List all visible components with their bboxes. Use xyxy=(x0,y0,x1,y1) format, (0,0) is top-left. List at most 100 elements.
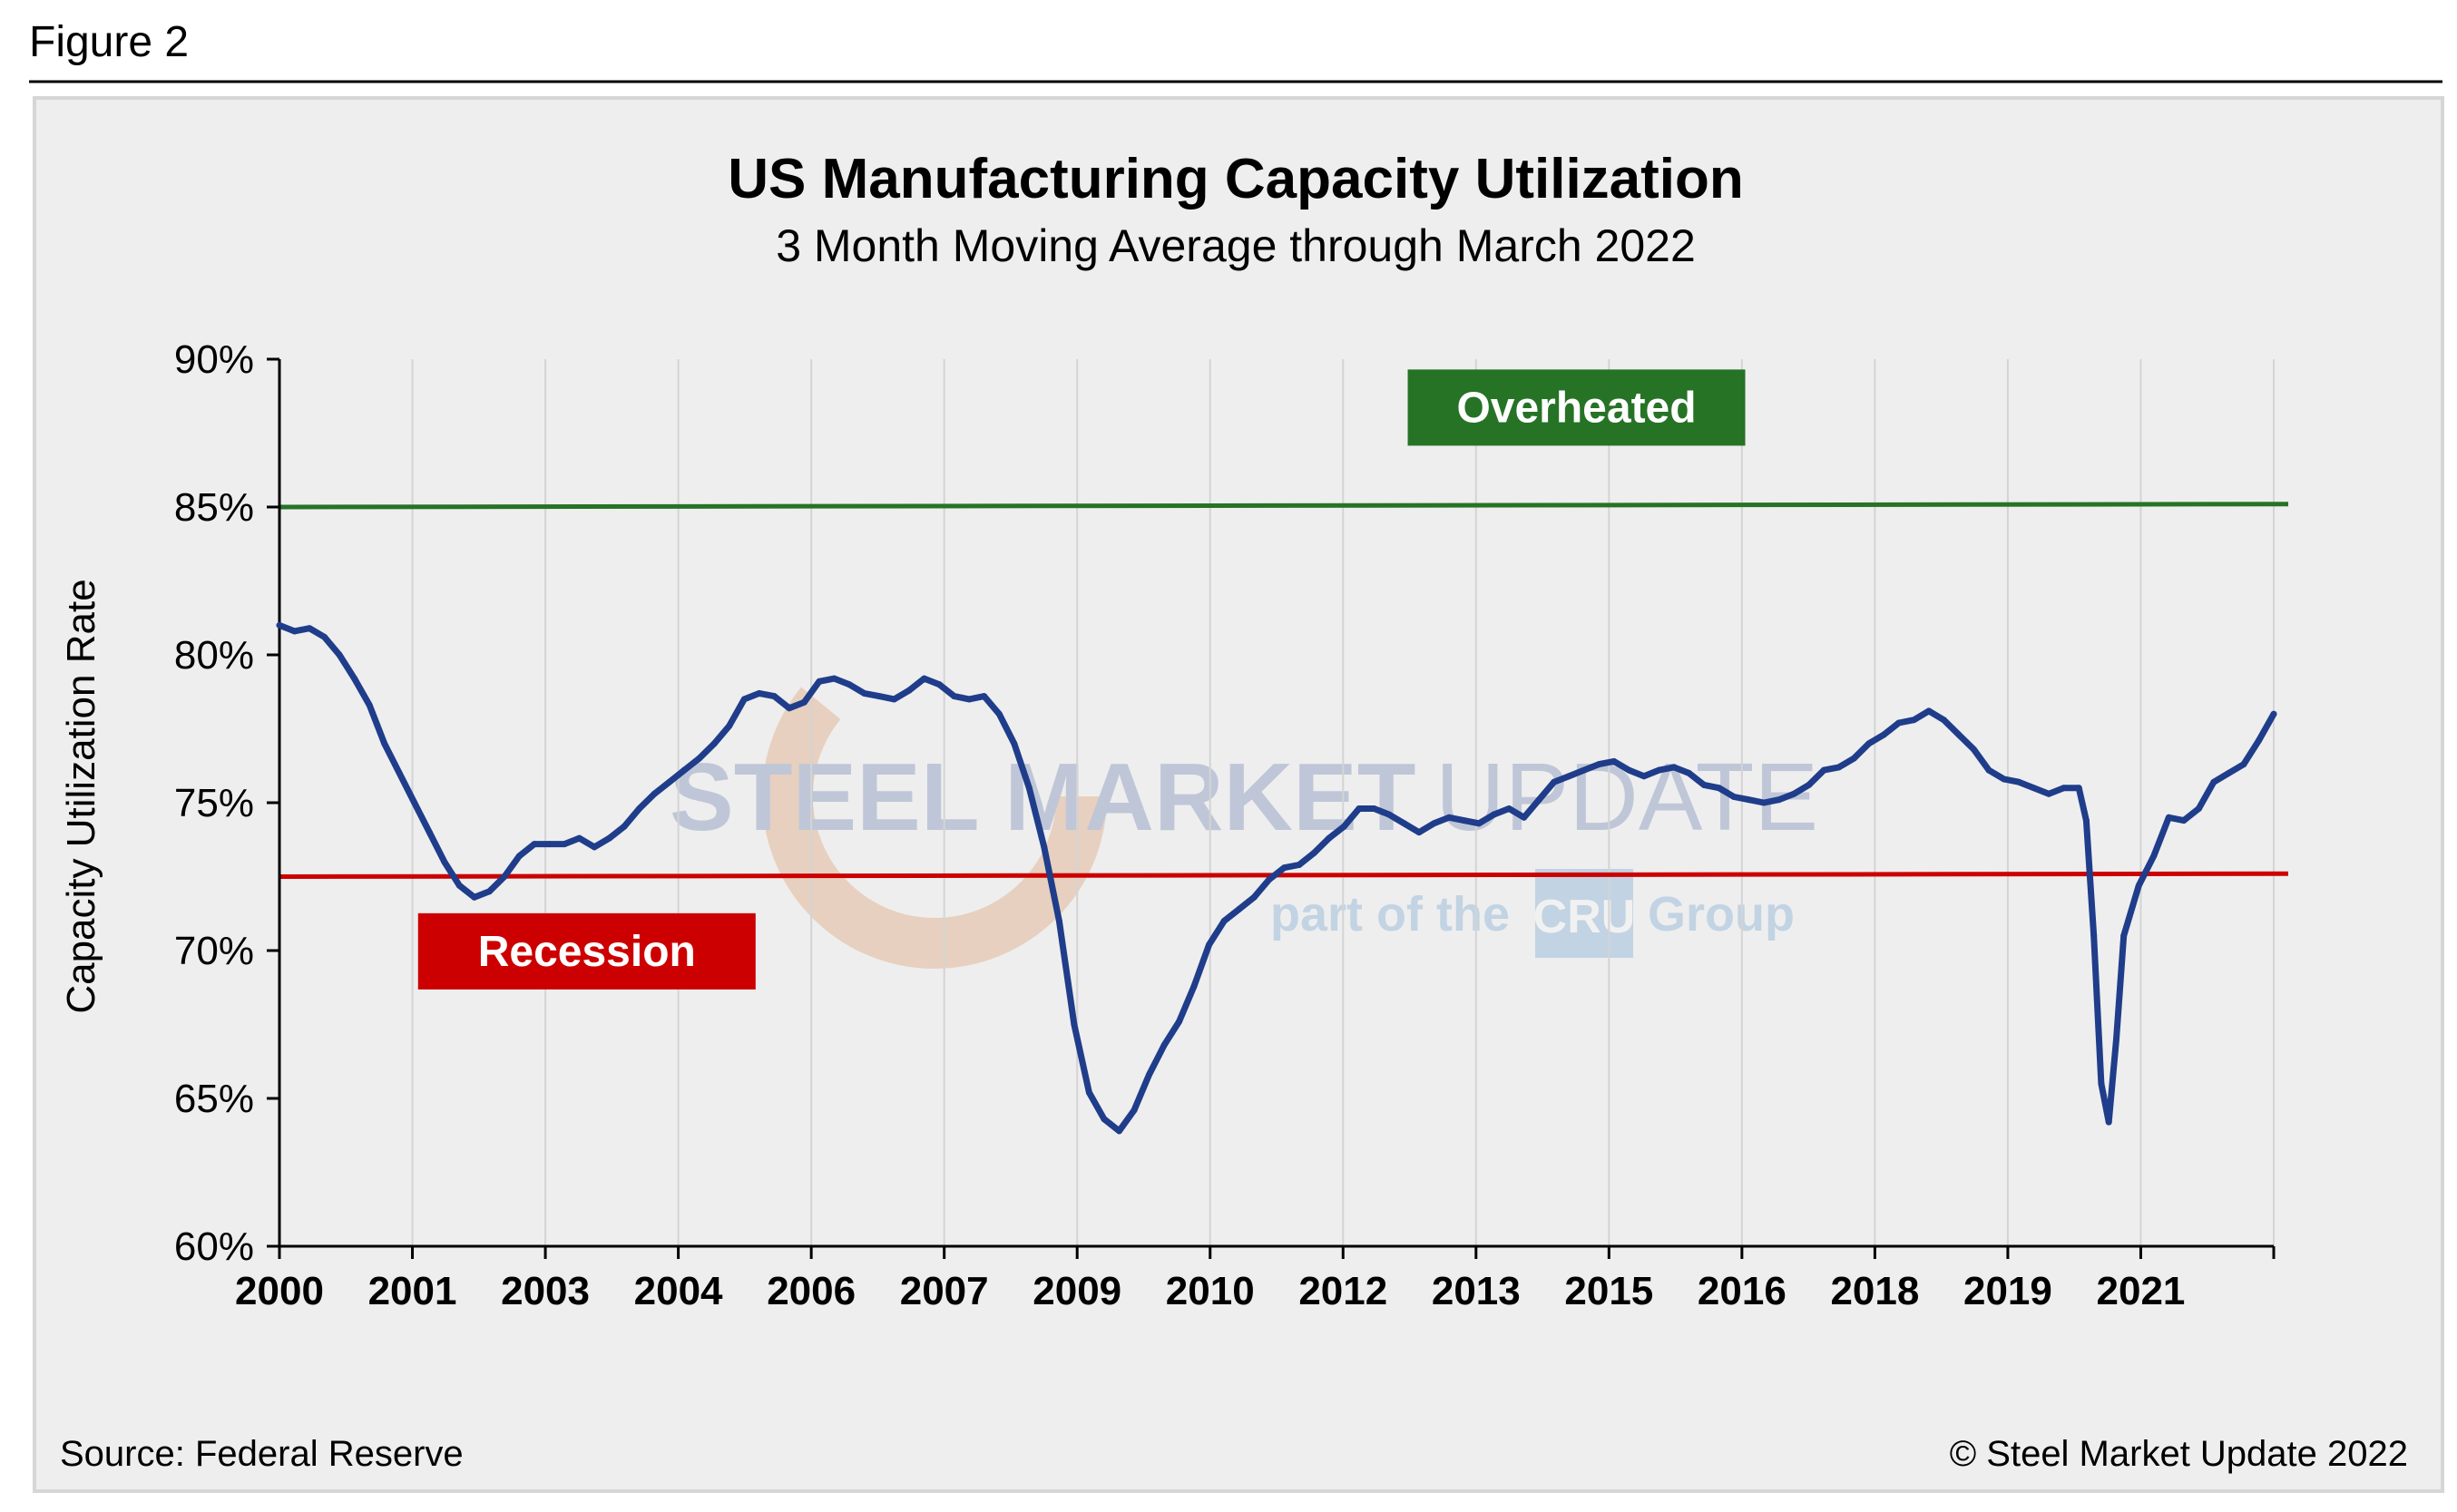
x-tick-label: 2019 xyxy=(1963,1269,2052,1313)
series-point xyxy=(606,834,613,842)
series-point xyxy=(1445,814,1453,821)
series-point xyxy=(846,681,853,688)
series-point xyxy=(1700,781,1708,788)
series-point xyxy=(1640,773,1648,780)
watermark-text-right: UPDATE xyxy=(1435,744,1818,851)
series-point xyxy=(1101,1116,1108,1123)
chart-panel xyxy=(33,96,2444,1493)
series-point xyxy=(1835,764,1843,771)
series-point xyxy=(636,805,643,812)
series-point xyxy=(2135,882,2142,889)
series-point xyxy=(1190,982,1198,990)
series-point xyxy=(1686,769,1692,776)
series-point xyxy=(2001,776,2007,783)
series-point xyxy=(1746,796,1753,804)
series-point xyxy=(1385,811,1393,818)
series-point xyxy=(1895,719,1903,727)
series-point xyxy=(2240,761,2247,768)
series-point xyxy=(515,853,523,860)
series-point xyxy=(411,799,418,806)
watermark-tagline-left: part of the xyxy=(1270,887,1510,941)
series-point xyxy=(1401,820,1407,827)
series-point xyxy=(1535,796,1542,804)
series-point xyxy=(1565,773,1572,780)
series-point xyxy=(306,625,313,632)
series-point xyxy=(1116,1127,1122,1135)
series-point xyxy=(1310,849,1317,856)
series-point xyxy=(1220,917,1228,924)
recession-line xyxy=(279,871,2289,879)
series-point xyxy=(1655,766,1662,774)
series-point xyxy=(951,693,958,700)
series-point xyxy=(1296,862,1303,868)
series-point xyxy=(561,841,568,848)
x-tick-label: 2016 xyxy=(1698,1269,1786,1313)
overheated-line xyxy=(279,502,2289,510)
x-tick-label: 2012 xyxy=(1298,1269,1387,1313)
x-tick-label: 2010 xyxy=(1166,1269,1255,1313)
axes xyxy=(267,357,2276,1259)
series-point xyxy=(1880,731,1887,738)
series-point xyxy=(2061,785,2068,792)
series-point xyxy=(2031,785,2038,792)
series-point xyxy=(1670,764,1678,771)
y-axis-label: Capacity Utilization Rate xyxy=(59,579,103,1013)
series-point xyxy=(2120,932,2128,940)
series-point xyxy=(546,841,553,848)
series-point xyxy=(1025,785,1033,792)
series-point xyxy=(1236,905,1243,912)
series-point xyxy=(1625,766,1632,774)
overheated-label: Overheated xyxy=(1456,384,1696,432)
series-point xyxy=(2090,932,2098,940)
series-point xyxy=(1910,717,1917,724)
series-point xyxy=(531,841,538,848)
series-point xyxy=(1521,814,1528,821)
series-point xyxy=(2165,814,2172,821)
series-point xyxy=(2113,1036,2119,1043)
series-point xyxy=(471,893,478,901)
series-point xyxy=(1581,766,1588,774)
series-point xyxy=(2225,769,2232,776)
series-point xyxy=(1250,893,1258,901)
watermark-badge-box xyxy=(1535,869,1633,958)
series-point xyxy=(680,766,688,774)
series-point xyxy=(770,693,778,700)
y-tick-label: 80% xyxy=(174,633,254,678)
series-point xyxy=(366,701,373,708)
series-point xyxy=(576,834,582,842)
series-point xyxy=(2210,778,2217,785)
series-point xyxy=(1085,1089,1092,1096)
series-point xyxy=(1551,778,1558,785)
x-tick-label: 2007 xyxy=(900,1269,989,1313)
series-point xyxy=(1491,811,1498,818)
series-point xyxy=(426,829,433,836)
series-point xyxy=(2180,817,2188,824)
x-tick-label: 2009 xyxy=(1033,1269,1121,1313)
series-point xyxy=(2105,1118,2112,1126)
series-point xyxy=(710,740,718,747)
series-point xyxy=(1595,761,1602,768)
series-point xyxy=(1475,820,1483,827)
series-point xyxy=(1131,1107,1138,1114)
y-tick-label: 60% xyxy=(174,1224,254,1269)
series-point xyxy=(1326,834,1333,842)
series-point xyxy=(1071,1021,1078,1028)
watermark-swoosh xyxy=(762,624,1107,969)
series-point xyxy=(756,689,763,697)
series-point xyxy=(2256,737,2262,744)
series-point xyxy=(935,681,943,688)
x-tick-label: 2004 xyxy=(634,1269,723,1313)
y-tick-label: 85% xyxy=(174,485,254,530)
series-point xyxy=(1266,876,1273,883)
series-point xyxy=(1461,817,1468,824)
series-point xyxy=(1356,805,1363,812)
x-tick-label: 2003 xyxy=(501,1269,590,1313)
series-point xyxy=(1776,796,1783,804)
series-point xyxy=(995,710,1003,717)
series-point xyxy=(1940,717,1947,724)
x-tick-label: 2015 xyxy=(1564,1269,1653,1313)
series-point xyxy=(2082,817,2090,824)
reference-lines xyxy=(279,502,2289,879)
series-point xyxy=(1505,805,1512,812)
